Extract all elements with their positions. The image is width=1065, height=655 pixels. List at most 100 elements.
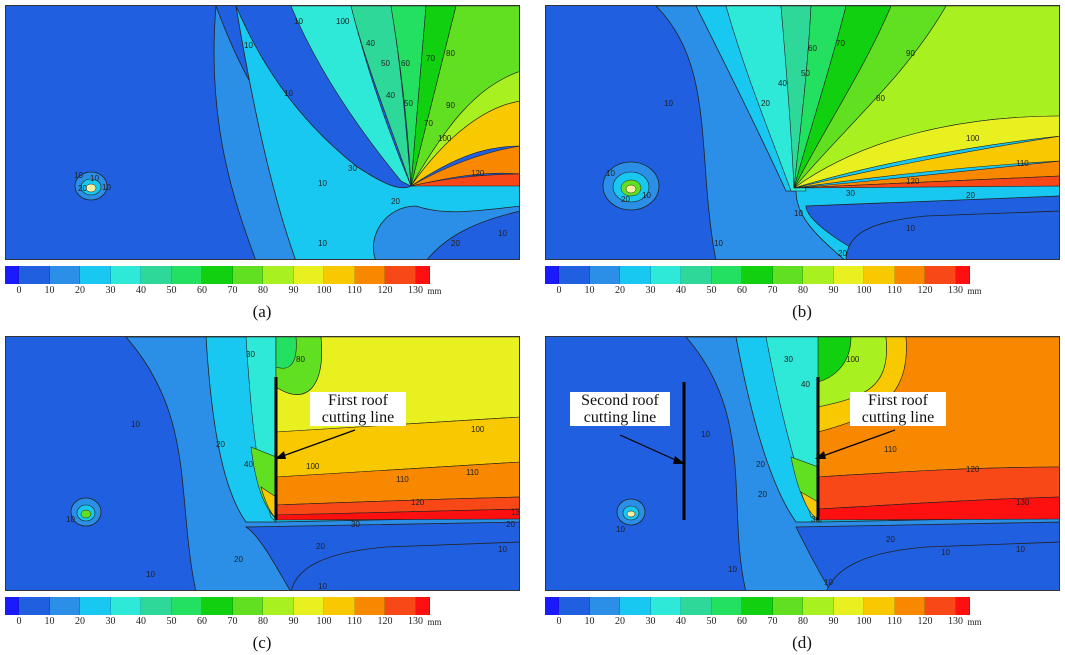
- scale-segment: [324, 597, 355, 615]
- contour-label: 100: [846, 355, 860, 364]
- scale-tick-label: 30: [105, 616, 116, 627]
- scale-segment: [620, 597, 651, 615]
- label-text: First roof cutting line: [861, 392, 935, 426]
- scale-tick-label: 120: [377, 285, 393, 296]
- scale-segment: [620, 266, 651, 284]
- scale-tick-label: 110: [887, 285, 902, 296]
- scale-segment: [263, 597, 294, 615]
- scale-segment: [711, 597, 742, 615]
- color-scale-c: [5, 597, 430, 615]
- scale-segment: [803, 597, 834, 615]
- contour-label: 110: [466, 468, 479, 477]
- contour-label: 10: [906, 224, 915, 233]
- contour-label: 120: [471, 169, 485, 178]
- contour-label: 40: [366, 39, 375, 48]
- contour-label: 60: [401, 59, 410, 68]
- color-scale-b: [545, 266, 970, 284]
- scale-segment: [925, 266, 956, 284]
- contour-label: 80: [446, 49, 455, 58]
- contour-label: 10: [294, 17, 303, 26]
- contour-label: 40: [801, 380, 810, 389]
- label-text: Second roof cutting line: [581, 392, 659, 426]
- scale-segment: [742, 266, 773, 284]
- contour-label: 50: [404, 99, 413, 108]
- scale-segment: [925, 597, 956, 615]
- contour-label: 40: [244, 460, 253, 469]
- scale-segment: [415, 597, 430, 615]
- contour-label: 40: [778, 79, 787, 88]
- scale-segment: [324, 266, 355, 284]
- scale-segment: [650, 597, 681, 615]
- scale-segment: [545, 266, 559, 284]
- contour-label: 30: [784, 355, 793, 364]
- scale-tick-label: 40: [136, 616, 146, 627]
- contour-label: 10: [616, 525, 625, 534]
- contour-label: 10: [701, 430, 710, 439]
- contour-label: 60: [808, 44, 817, 53]
- scale-tick-label: 20: [615, 616, 625, 627]
- scale-segment: [559, 266, 590, 284]
- scale-segment: [385, 597, 416, 615]
- scale-tick-label: 20: [615, 285, 625, 296]
- scale-tick-label: 130: [408, 285, 423, 296]
- contour-label: 20: [621, 195, 630, 204]
- contour-map-a: 10 10 10 10 10 100 40 50 60 70 80 40 50 …: [6, 6, 519, 259]
- contour-label: 20: [234, 555, 243, 564]
- scale-tick-label: 80: [258, 285, 268, 296]
- scale-ticks-a: 0 10 20 30 40 50 60 70 80 90 100 110 120 130 mm: [5, 285, 525, 299]
- contour-label: 10: [824, 578, 833, 587]
- contour-label: 110: [1016, 159, 1029, 168]
- scale-tick-label: 30: [105, 285, 116, 296]
- contour-label: 110: [396, 475, 409, 484]
- scale-segment: [202, 266, 233, 284]
- scale-unit: mm: [427, 286, 442, 296]
- contour-label: 20: [506, 520, 515, 529]
- scale-tick-label: 90: [288, 616, 299, 627]
- scale-tick-label: 70: [767, 616, 778, 627]
- arrow-d-first: [815, 429, 896, 459]
- scale-segment: [110, 266, 141, 284]
- contour-label: 10: [1016, 545, 1025, 554]
- scale-tick-label: 20: [75, 285, 85, 296]
- scale-tick-label: 70: [227, 616, 238, 627]
- scale-segment: [19, 597, 50, 615]
- scale-tick-label: 50: [706, 285, 717, 296]
- scale-tick-label: 110: [887, 616, 902, 627]
- scale-tick-label: 110: [347, 616, 362, 627]
- scale-tick-label: 70: [227, 285, 238, 296]
- contour-label: 80: [296, 355, 305, 364]
- scale-segment: [589, 266, 620, 284]
- contour-label: 20: [966, 191, 975, 200]
- scale-segment: [772, 597, 803, 615]
- scale-segment: [80, 597, 111, 615]
- contour-label: 20: [451, 239, 460, 248]
- contour-label: 70: [836, 39, 845, 48]
- scale-tick-label: 90: [828, 616, 839, 627]
- scale-segment: [864, 266, 895, 284]
- scale-tick-label: 40: [136, 285, 146, 296]
- scale-tick-label: 90: [288, 285, 299, 296]
- contour-label: 20: [886, 535, 895, 544]
- arrow-d-second: [619, 434, 685, 464]
- contour-label: 10: [90, 174, 99, 183]
- scale-segment: [171, 597, 202, 615]
- first-roof-cutting-line-label-d: First roof cutting line: [850, 392, 946, 426]
- contour-map-d: 10 10 20 30 40 100 110 120 130 30 20 10 …: [546, 337, 1059, 590]
- scale-segment: [833, 266, 864, 284]
- scale-tick-label: 120: [377, 616, 393, 627]
- contour-label: 20: [216, 440, 225, 449]
- contour-label: 20: [838, 249, 847, 258]
- contour-label: 30: [351, 520, 360, 529]
- scale-segment: [955, 597, 970, 615]
- scale-tick-label: 120: [917, 285, 933, 296]
- contour-label: 100: [966, 134, 980, 143]
- scale-segment: [711, 266, 742, 284]
- scale-tick-label: 90: [828, 285, 839, 296]
- contour-plot-a: 10 10 10 10 10 100 40 50 60 70 80 40 50 …: [5, 5, 520, 260]
- scale-tick-label: 0: [16, 285, 22, 296]
- contour-label: 30: [246, 350, 255, 359]
- contour-label: 100: [438, 134, 452, 143]
- scale-tick-label: 0: [556, 285, 562, 296]
- scale-tick-label: 40: [676, 616, 686, 627]
- scale-tick-label: 50: [166, 616, 177, 627]
